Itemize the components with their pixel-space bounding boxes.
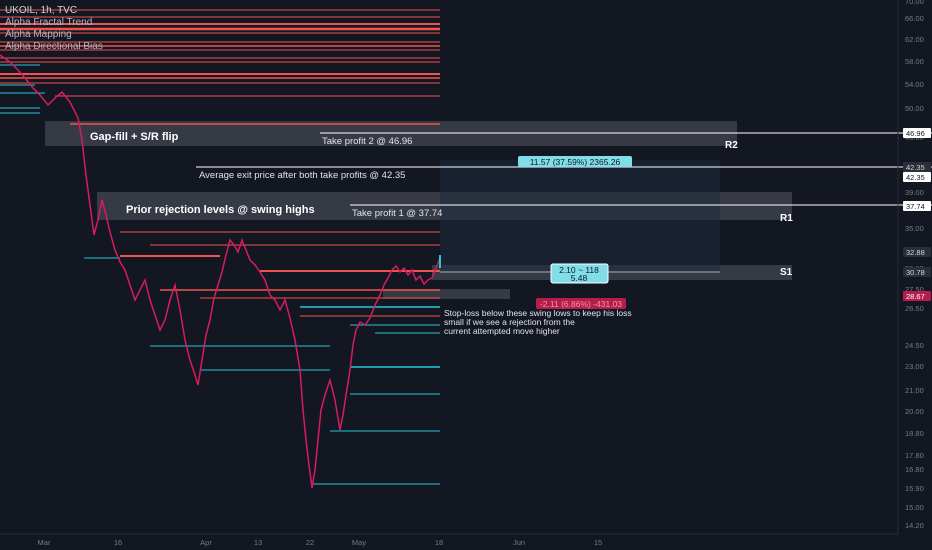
time-tick-label: Jun: [513, 538, 525, 547]
stoploss-note-line3: current attempted move higher: [444, 326, 560, 336]
price-tick-label: 20.00: [905, 407, 924, 416]
price-badge-label: 37.74: [906, 202, 925, 211]
position-tp-zone: [440, 160, 720, 273]
target-box-label: 11.57 (37.59%) 2365.26: [530, 157, 621, 167]
time-axis[interactable]: Mar 16 Apr 13 22 May 18 Jun 15: [38, 538, 603, 547]
time-tick-label: Mar: [38, 538, 51, 547]
price-tick-label: 62.00: [905, 35, 924, 44]
price-tick-label: 70.00: [905, 0, 924, 6]
price-tick-label: 54.00: [905, 80, 924, 89]
price-tick-label: 18.80: [905, 429, 924, 438]
take-profit-1-label: Take profit 1 @ 37.74: [352, 208, 442, 219]
price-badge: 46.96: [903, 128, 931, 138]
price-tick-label: 66.00: [905, 14, 924, 23]
time-tick-label: 22: [306, 538, 314, 547]
price-badge-label: 32.88: [906, 248, 925, 257]
price-badge: 42.35: [903, 172, 931, 182]
price-badge-label: 28.67: [906, 292, 925, 301]
price-tick-label: 24.50: [905, 341, 924, 350]
stop-box[interactable]: [536, 298, 626, 309]
price-tick-label: 50.00: [905, 104, 924, 113]
indicator-directional-bias[interactable]: Alpha Directional Bias: [5, 41, 103, 52]
time-tick-label: Apr: [200, 538, 212, 547]
symbol-title[interactable]: UKOIL, 1h, TVC: [5, 5, 78, 16]
price-badge: 37.74: [903, 201, 931, 211]
price-tick-label: 15.00: [905, 503, 924, 512]
indicator-fractal-trend[interactable]: Alpha Fractal Trend: [5, 17, 93, 28]
stoploss-note-line1: Stop-loss below these swing lows to keep…: [444, 308, 632, 318]
price-tick-label: 23.00: [905, 362, 924, 371]
r2-label: R2: [725, 140, 738, 151]
s1-label: S1: [780, 267, 793, 278]
price-tick-label: 35.00: [905, 224, 924, 233]
r1-label: R1: [780, 213, 793, 224]
price-tick-label: 39.00: [905, 188, 924, 197]
price-tick-label: 27.50: [905, 285, 924, 294]
price-tick-label: 26.50: [905, 304, 924, 313]
price-axis[interactable]: 70.0066.0062.0058.0054.0050.0046.0042.00…: [905, 0, 924, 530]
target-box[interactable]: [518, 156, 632, 167]
position-box-line2: 5.48: [571, 273, 588, 283]
price-tick-label: 58.00: [905, 57, 924, 66]
gap-fill-label: Gap-fill + S/R flip: [90, 131, 179, 143]
time-tick-label: 16: [114, 538, 122, 547]
time-tick-label: May: [352, 538, 366, 547]
stop-box-label: -2.11 (6.86%) -431.03: [540, 299, 622, 309]
avg-exit-label: Average exit price after both take profi…: [199, 170, 405, 181]
price-tick-label: 21.00: [905, 386, 924, 395]
price-tick-label: 16.80: [905, 465, 924, 474]
price-badge: 30.78: [903, 267, 931, 277]
price-tick-label: 17.80: [905, 451, 924, 460]
price-badge: 32.88: [903, 247, 931, 257]
time-tick-label: 15: [594, 538, 602, 547]
stoploss-note-line2: small if we see a rejection from the: [444, 317, 575, 327]
price-tick-label: 14.20: [905, 521, 924, 530]
position-box-line1: 2.10 ~ 118: [559, 265, 599, 275]
price-badge-label: 30.78: [906, 268, 925, 277]
time-tick-label: 18: [435, 538, 443, 547]
price-badge: 28.67: [903, 291, 931, 301]
price-badge: 42.35: [903, 162, 931, 172]
take-profit-2-label: Take profit 2 @ 46.96: [322, 136, 412, 147]
position-sl-zone: [383, 289, 510, 299]
resistance-lines: [0, 9, 440, 317]
support-lines: [0, 64, 440, 485]
price-candles: [0, 54, 441, 489]
prior-rejection-label: Prior rejection levels @ swing highs: [126, 204, 315, 216]
legend: UKOIL, 1h, TVC Alpha Fractal Trend Alpha…: [5, 5, 103, 53]
price-badge-label: 42.35: [906, 173, 925, 182]
time-tick-label: 13: [254, 538, 262, 547]
position-box[interactable]: [550, 263, 609, 284]
indicator-mapping[interactable]: Alpha Mapping: [5, 29, 72, 40]
price-badge-label: 46.96: [906, 129, 925, 138]
price-tick-label: 15.90: [905, 484, 924, 493]
price-badge-label: 42.35: [906, 163, 925, 172]
